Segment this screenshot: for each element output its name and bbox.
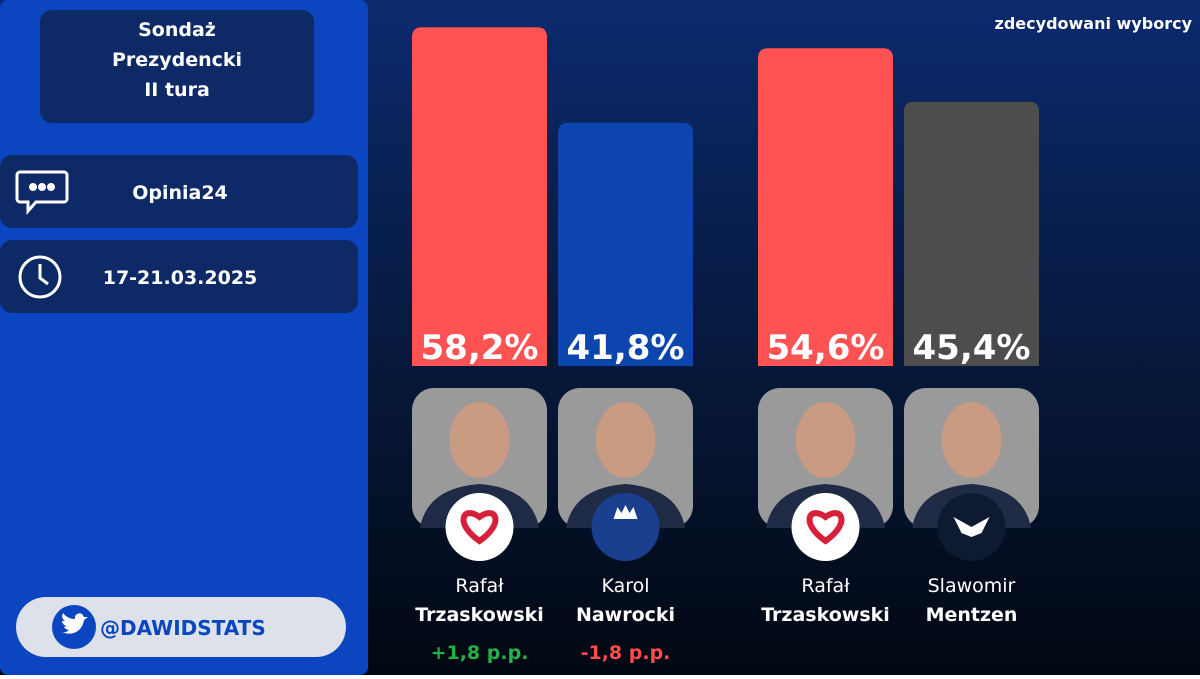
eagle bbox=[953, 517, 990, 537]
value-label: 58,2% bbox=[421, 328, 539, 368]
clock-icon bbox=[18, 255, 62, 299]
title-line: II tura bbox=[144, 79, 210, 101]
twitter-bird bbox=[62, 613, 88, 634]
value-label: 45,4% bbox=[913, 328, 1031, 368]
last-name: Mentzen bbox=[926, 604, 1018, 626]
value-label: 41,8% bbox=[567, 328, 685, 368]
heart bbox=[460, 510, 499, 545]
chat-icon bbox=[15, 170, 69, 215]
change: -1,8 p.p. bbox=[581, 642, 671, 664]
handle-pill bbox=[16, 597, 346, 657]
handle: @DAWIDSTATS bbox=[100, 616, 266, 640]
party-logo bbox=[591, 493, 660, 561]
bar bbox=[558, 122, 693, 366]
date-box bbox=[0, 240, 358, 313]
title-line: Sondaż bbox=[138, 19, 216, 41]
first-name: Karol bbox=[601, 575, 649, 597]
bar bbox=[904, 101, 1039, 366]
party-logo bbox=[445, 493, 514, 561]
dates: 17-21.03.2025 bbox=[103, 267, 258, 289]
party-logo bbox=[791, 493, 860, 561]
last-name: Trzaskowski bbox=[761, 604, 890, 626]
photo-head bbox=[795, 402, 856, 478]
subtitle: zdecydowani wyborcy bbox=[995, 14, 1193, 33]
photo-head bbox=[595, 402, 656, 478]
last-name: Nawrocki bbox=[576, 604, 675, 626]
value-label: 54,6% bbox=[767, 328, 885, 368]
photo-head bbox=[449, 402, 510, 478]
pollster: Opinia24 bbox=[132, 182, 228, 204]
change: +1,8 p.p. bbox=[431, 642, 529, 664]
first-name: Rafał bbox=[801, 575, 850, 597]
title-box bbox=[40, 10, 314, 123]
last-name: Trzaskowski bbox=[415, 604, 544, 626]
title-line: Prezydencki bbox=[112, 49, 242, 71]
first-name: Slawomir bbox=[928, 575, 1016, 597]
crown bbox=[613, 505, 638, 519]
photo-head bbox=[941, 402, 1002, 478]
heart bbox=[806, 510, 845, 545]
bar bbox=[758, 48, 893, 367]
first-name: Rafał bbox=[455, 575, 504, 597]
pollster-box bbox=[0, 155, 358, 228]
bar bbox=[412, 27, 547, 366]
